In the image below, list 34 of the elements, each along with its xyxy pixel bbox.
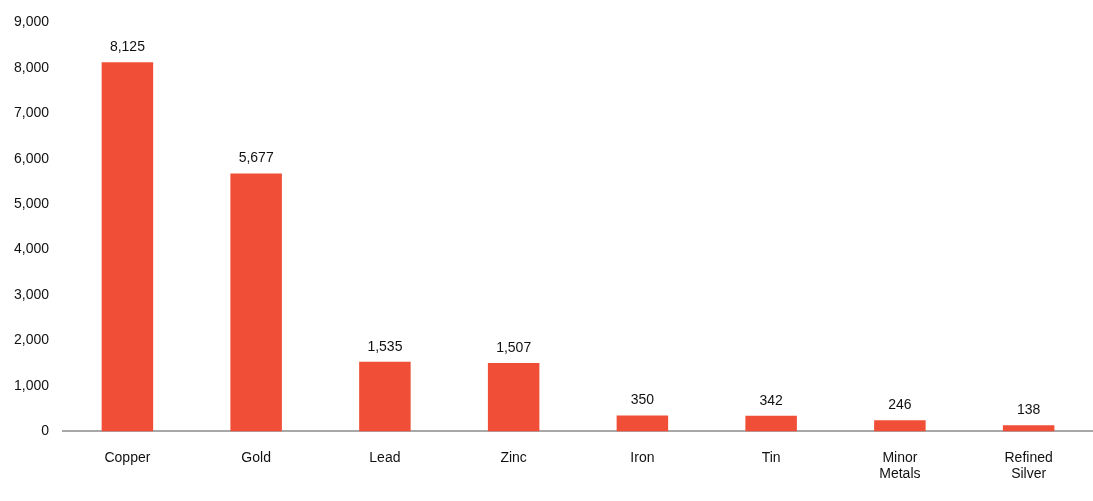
y-tick-label: 9,000 bbox=[13, 13, 50, 30]
data-label: 5,677 bbox=[238, 149, 274, 166]
bar bbox=[487, 362, 540, 432]
data-label: 246 bbox=[888, 396, 912, 413]
bar bbox=[359, 361, 411, 432]
x-tick-label: Lead bbox=[369, 448, 401, 465]
x-tick-label: Refined Silver bbox=[1004, 448, 1053, 482]
data-label: 1,535 bbox=[367, 337, 403, 354]
data-label: 342 bbox=[759, 391, 784, 408]
bar bbox=[874, 420, 926, 432]
y-tick-label: 2,000 bbox=[13, 331, 50, 348]
y-tick-label: 1,000 bbox=[13, 376, 50, 393]
bar bbox=[745, 415, 797, 432]
x-tick-label: Tin bbox=[761, 448, 781, 465]
y-tick-label: 6,000 bbox=[13, 149, 50, 166]
bar bbox=[101, 62, 154, 432]
y-tick-label: 5,000 bbox=[13, 195, 50, 212]
y-tick-label: 4,000 bbox=[13, 240, 50, 257]
data-label: 350 bbox=[630, 391, 655, 408]
data-label: 8,125 bbox=[109, 38, 146, 55]
y-tick-label: 7,000 bbox=[13, 104, 50, 121]
bar bbox=[616, 415, 669, 432]
x-tick-label: Minor Metals bbox=[879, 448, 921, 482]
x-tick-label: Iron bbox=[630, 448, 655, 465]
data-label: 1,507 bbox=[496, 338, 532, 355]
y-tick-label: 0 bbox=[41, 422, 50, 439]
x-tick-label: Copper bbox=[104, 448, 151, 465]
data-label: 138 bbox=[1016, 400, 1041, 417]
bar bbox=[1002, 425, 1055, 432]
y-tick-label: 3,000 bbox=[13, 285, 50, 302]
x-tick-label: Gold bbox=[241, 448, 271, 465]
x-tick-label: Zinc bbox=[500, 448, 527, 465]
y-tick-label: 8,000 bbox=[13, 58, 50, 75]
bar bbox=[230, 173, 282, 432]
